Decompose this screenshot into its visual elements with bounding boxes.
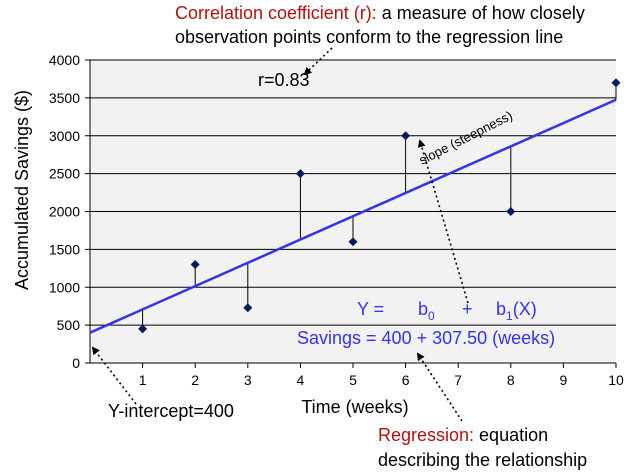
x-tick-label: 2 bbox=[191, 372, 199, 388]
correlation-desc-1: a measure of how closely bbox=[377, 3, 585, 23]
y-tick-label: 4000 bbox=[49, 52, 80, 68]
specific-equation: Savings = 400 + 307.50 (weeks) bbox=[297, 328, 555, 348]
y-tick-label: 3500 bbox=[49, 90, 80, 106]
y-tick-label: 0 bbox=[72, 355, 80, 371]
correlation-arrow bbox=[303, 47, 333, 76]
y-intercept-label: Y-intercept=400 bbox=[108, 401, 234, 421]
regression-title: Regression: bbox=[378, 425, 474, 445]
x-tick-label: 7 bbox=[454, 372, 462, 388]
data-point bbox=[611, 78, 621, 88]
regression-arrow bbox=[416, 352, 463, 422]
data-points bbox=[138, 78, 621, 334]
y-tick-label: 1500 bbox=[49, 241, 80, 257]
data-point bbox=[138, 324, 148, 334]
regression-desc-1: equation bbox=[474, 425, 548, 445]
y-tick-label: 2500 bbox=[49, 166, 80, 182]
x-tick-label: 6 bbox=[402, 372, 410, 388]
x-tick-label: 9 bbox=[560, 372, 568, 388]
data-point bbox=[295, 169, 305, 179]
y-tick-label: 1000 bbox=[49, 279, 80, 295]
equation-b0-sub: 0 bbox=[428, 309, 435, 323]
x-tick-label: 5 bbox=[349, 372, 357, 388]
slope-arrow bbox=[417, 139, 469, 304]
r-value-label: r=0.83 bbox=[258, 70, 310, 90]
x-tick-label: 10 bbox=[608, 372, 624, 388]
data-point bbox=[401, 131, 411, 141]
equation-b0: b bbox=[418, 299, 428, 319]
equation-b1: b bbox=[496, 299, 506, 319]
correlation-annotation: Correlation coefficient (r): a measure o… bbox=[175, 3, 585, 23]
y-axis-title: Accumulated Savings ($) bbox=[12, 90, 32, 290]
x-axis-title: Time (weeks) bbox=[301, 397, 408, 417]
correlation-desc-2: observation points conform to the regres… bbox=[175, 27, 563, 47]
intercept-arrow bbox=[91, 346, 137, 405]
data-point bbox=[348, 237, 358, 247]
axes bbox=[85, 59, 617, 368]
y-tick-label: 500 bbox=[57, 317, 81, 333]
grid-lines bbox=[90, 59, 616, 326]
equation-b1-x: (X) bbox=[513, 299, 537, 319]
regression-desc-2: describing the relationship bbox=[378, 450, 587, 470]
equation-b1-sub: 1 bbox=[506, 309, 513, 323]
y-tick-labels: 0 500 1000 1500 2000 2500 3000 3500 4000 bbox=[49, 52, 80, 371]
data-point bbox=[506, 207, 516, 216]
y-tick-label: 2000 bbox=[49, 204, 80, 220]
equation-y-label: Y = bbox=[357, 299, 384, 319]
data-point bbox=[190, 260, 200, 270]
y-tick-label: 3000 bbox=[49, 128, 80, 144]
x-tick-labels: 1 2 3 4 5 6 7 8 9 10 bbox=[139, 372, 624, 388]
x-tick-label: 8 bbox=[507, 372, 515, 388]
x-tick-label: 4 bbox=[297, 372, 305, 388]
regression-line bbox=[89, 98, 617, 334]
residual-lines bbox=[142, 82, 617, 329]
x-tick-label: 1 bbox=[139, 372, 147, 388]
regression-annotation: Regression: equation bbox=[378, 425, 548, 445]
correlation-title: Correlation coefficient (r): bbox=[175, 3, 377, 23]
x-tick-label: 3 bbox=[244, 372, 252, 388]
data-point bbox=[243, 303, 253, 313]
equation-plus: + bbox=[462, 299, 473, 319]
general-equation: Y = b0 + b1(X) bbox=[357, 299, 537, 324]
